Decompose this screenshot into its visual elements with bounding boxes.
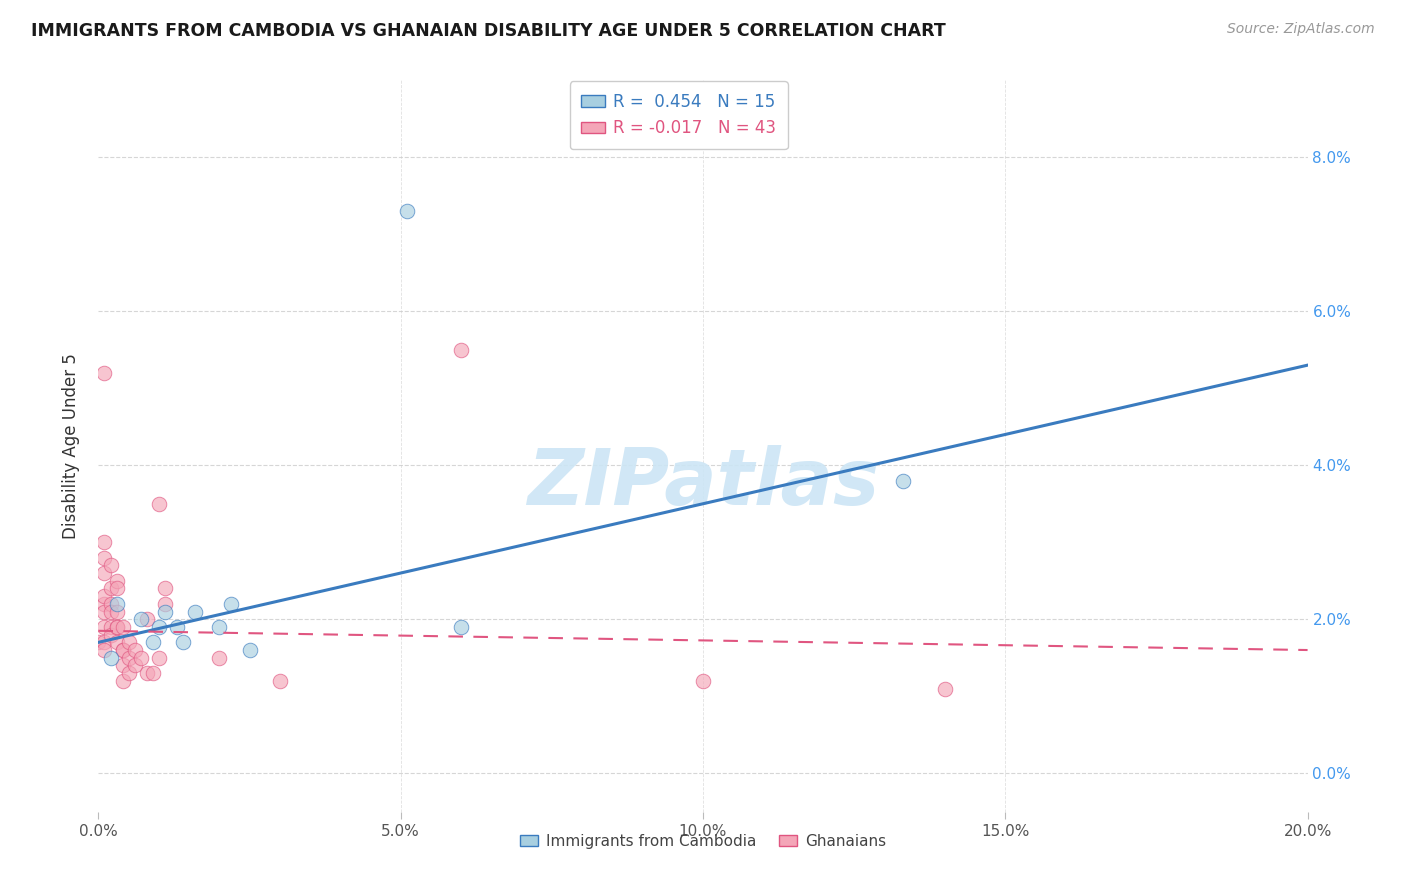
Point bbox=[692, 673, 714, 688]
Point bbox=[148, 650, 170, 665]
Point bbox=[105, 582, 128, 596]
Point bbox=[891, 474, 914, 488]
Point bbox=[111, 643, 134, 657]
Point bbox=[105, 635, 128, 649]
Point bbox=[166, 620, 188, 634]
Point bbox=[93, 605, 115, 619]
Point bbox=[934, 681, 956, 696]
Point bbox=[100, 597, 122, 611]
Point bbox=[269, 673, 291, 688]
Point bbox=[100, 605, 122, 619]
Point bbox=[93, 550, 115, 565]
Point bbox=[105, 597, 128, 611]
Point bbox=[111, 658, 134, 673]
Point bbox=[100, 558, 122, 573]
Point bbox=[105, 620, 128, 634]
Point bbox=[87, 635, 110, 649]
Point bbox=[111, 643, 134, 657]
Point bbox=[93, 635, 115, 649]
Point bbox=[148, 497, 170, 511]
Point bbox=[118, 650, 141, 665]
Point bbox=[93, 566, 115, 580]
Point bbox=[239, 643, 262, 657]
Text: Source: ZipAtlas.com: Source: ZipAtlas.com bbox=[1227, 22, 1375, 37]
Point bbox=[105, 574, 128, 588]
Point bbox=[111, 673, 134, 688]
Point bbox=[153, 582, 176, 596]
Point bbox=[105, 605, 128, 619]
Text: IMMIGRANTS FROM CAMBODIA VS GHANAIAN DISABILITY AGE UNDER 5 CORRELATION CHART: IMMIGRANTS FROM CAMBODIA VS GHANAIAN DIS… bbox=[31, 22, 946, 40]
Point bbox=[100, 627, 122, 641]
Point bbox=[118, 666, 141, 681]
Point bbox=[93, 597, 115, 611]
Point bbox=[93, 535, 115, 549]
Point bbox=[450, 620, 472, 634]
Point bbox=[93, 366, 115, 380]
Point bbox=[93, 643, 115, 657]
Point bbox=[153, 605, 176, 619]
Point bbox=[135, 666, 157, 681]
Point bbox=[184, 605, 207, 619]
Point bbox=[450, 343, 472, 357]
Point bbox=[100, 582, 122, 596]
Point bbox=[142, 635, 165, 649]
Text: ZIPatlas: ZIPatlas bbox=[527, 444, 879, 521]
Point bbox=[124, 643, 146, 657]
Point bbox=[111, 620, 134, 634]
Point bbox=[208, 650, 231, 665]
Point bbox=[129, 612, 152, 626]
Point bbox=[100, 620, 122, 634]
Point bbox=[93, 620, 115, 634]
Point bbox=[93, 589, 115, 603]
Point bbox=[172, 635, 194, 649]
Point bbox=[142, 666, 165, 681]
Point bbox=[148, 620, 170, 634]
Point bbox=[100, 650, 122, 665]
Point bbox=[153, 597, 176, 611]
Legend: Immigrants from Cambodia, Ghanaians: Immigrants from Cambodia, Ghanaians bbox=[513, 828, 893, 855]
Point bbox=[105, 620, 128, 634]
Point bbox=[221, 597, 243, 611]
Point bbox=[135, 612, 157, 626]
Point bbox=[129, 650, 152, 665]
Point bbox=[124, 658, 146, 673]
Point bbox=[118, 635, 141, 649]
Point bbox=[395, 204, 418, 219]
Y-axis label: Disability Age Under 5: Disability Age Under 5 bbox=[62, 353, 80, 539]
Point bbox=[208, 620, 231, 634]
